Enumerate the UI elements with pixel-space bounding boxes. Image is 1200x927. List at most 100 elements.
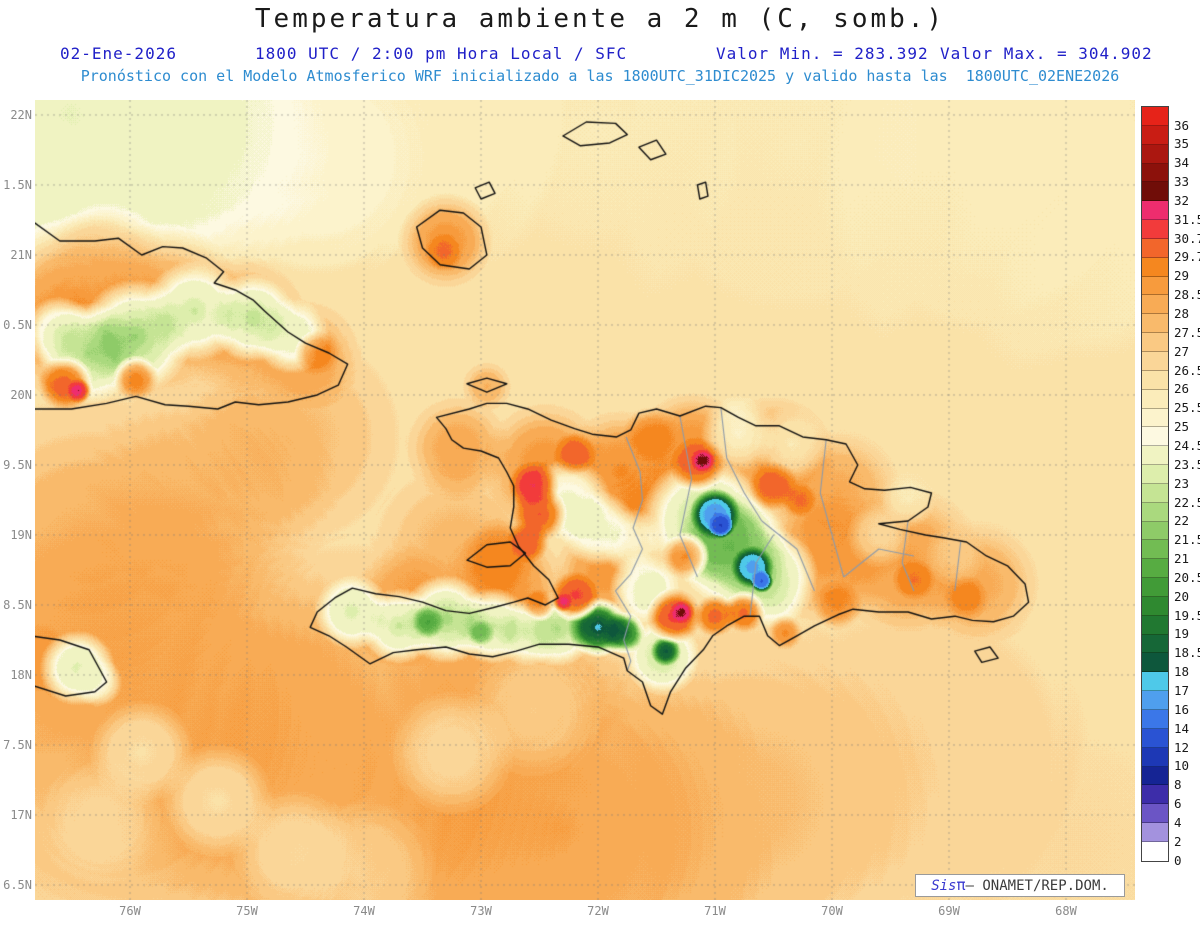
- onamet-logo: Sisπ– ONAMET/REP.DOM.: [915, 874, 1125, 897]
- value-min: Valor Min. = 283.392: [716, 44, 929, 63]
- colorbar-cell: [1142, 823, 1168, 842]
- lon-tick-label: 72W: [587, 904, 609, 918]
- lat-tick-label: 6.5N: [3, 877, 32, 892]
- colorbar-label: 16: [1174, 701, 1190, 717]
- colorbar-cell: [1142, 766, 1168, 786]
- colorbar-cell: [1142, 257, 1168, 277]
- lon-tick-label: 76W: [119, 904, 141, 918]
- colorbar-cell: [1142, 785, 1168, 805]
- forecast-date: 02-Ene-2026: [60, 44, 177, 63]
- lat-tick-label: 0.5N: [3, 317, 32, 332]
- colorbar-label: 18.5: [1174, 645, 1200, 661]
- colorbar-cell: [1142, 465, 1168, 484]
- colorbar-label: 24.5: [1174, 437, 1200, 453]
- lon-tick-label: 70W: [821, 904, 843, 918]
- colorbar-label: 6: [1174, 796, 1182, 812]
- colorbar-label: 22.5: [1174, 494, 1200, 510]
- colorbar-label: 25: [1174, 419, 1190, 435]
- colorbar-label: 28.5: [1174, 287, 1200, 303]
- colorbar-cell: [1142, 107, 1168, 126]
- colorbar-label: 27.5: [1174, 324, 1200, 340]
- colorbar-label: 19.5: [1174, 607, 1200, 623]
- colorbar-cell: [1142, 483, 1168, 503]
- colorbar-cell: [1142, 427, 1168, 447]
- colorbar-cell: [1142, 446, 1168, 466]
- colorbar-label: 26.5: [1174, 362, 1200, 378]
- colorbar-cell: [1142, 333, 1168, 352]
- model-info-line: Pronóstico con el Modelo Atmosferico WRF…: [80, 67, 1120, 85]
- lat-tick-label: 8.5N: [3, 597, 32, 612]
- colorbar-label: 36: [1174, 117, 1190, 133]
- lat-tick-label: 17N: [10, 807, 32, 822]
- colorbar-label: 30.7: [1174, 230, 1200, 246]
- colorbar-cell: [1142, 163, 1168, 183]
- colorbar-cell: [1142, 408, 1168, 428]
- colorbar-cell: [1142, 238, 1168, 258]
- colorbar-label: 35: [1174, 136, 1190, 152]
- colorbar-cell: [1142, 634, 1168, 654]
- onamet-credit: – ONAMET/REP.DOM.: [965, 878, 1109, 894]
- colorbar-label: 10: [1174, 758, 1190, 774]
- colorbar-cell: [1142, 144, 1168, 164]
- lon-tick-label: 74W: [353, 904, 375, 918]
- lon-tick-label: 75W: [236, 904, 258, 918]
- lat-tick-label: 7.5N: [3, 737, 32, 752]
- colorbar-cell: [1142, 389, 1168, 409]
- colorbar-label: 2: [1174, 833, 1182, 849]
- colorbar-label: 21.5: [1174, 532, 1200, 548]
- colorbar-label: 28: [1174, 306, 1190, 321]
- lat-tick-label: 19N: [10, 527, 32, 542]
- colorbar-cell: [1142, 728, 1168, 748]
- colorbar-cell: [1142, 691, 1168, 710]
- lat-tick-label: 20N: [10, 387, 32, 402]
- colorbar-label: 21: [1174, 551, 1190, 567]
- colorbar-label: 32: [1174, 192, 1190, 208]
- colorbar-label: 25.5: [1174, 400, 1200, 416]
- colorbar-cell: [1142, 295, 1168, 315]
- colorbar-cell: [1142, 521, 1168, 541]
- colorbar-cell: [1142, 276, 1168, 296]
- colorbar-cell: [1142, 314, 1168, 334]
- colorbar-cell: [1142, 841, 1168, 861]
- colorbar-cell: [1142, 540, 1168, 560]
- lon-tick-label: 71W: [704, 904, 726, 918]
- colorbar-label: 20: [1174, 588, 1190, 604]
- colorbar-cell: [1142, 653, 1168, 673]
- colorbar-label: 14: [1174, 720, 1190, 736]
- lat-tick-label: 21N: [10, 247, 32, 262]
- colorbar-cell: [1142, 370, 1168, 390]
- colorbar-label: 27: [1174, 343, 1190, 359]
- colorbar-label: 17: [1174, 683, 1190, 698]
- colorbar-label: 34: [1174, 155, 1190, 171]
- lat-tick-label: 18N: [10, 667, 32, 682]
- colorbar-cell: [1142, 559, 1168, 579]
- colorbar-swatch-stack: [1141, 106, 1169, 862]
- colorbar-label: 0: [1174, 852, 1182, 868]
- lat-tick-label: 1.5N: [3, 177, 32, 192]
- colorbar-label: 19: [1174, 626, 1190, 642]
- colorbar-cell: [1142, 804, 1168, 824]
- colorbar-cell: [1142, 615, 1168, 635]
- colorbar-cell: [1142, 502, 1168, 522]
- colorbar-label: 29.7: [1174, 249, 1200, 265]
- colorbar-cell: [1142, 747, 1168, 767]
- colorbar-label: 23: [1174, 475, 1190, 491]
- colorbar-cell: [1142, 351, 1168, 371]
- colorbar-label: 26: [1174, 381, 1190, 397]
- colorbar-label: 31.5: [1174, 211, 1200, 227]
- lat-tick-label: 9.5N: [3, 457, 32, 472]
- colorbar-cell: [1142, 710, 1168, 729]
- lon-tick-label: 73W: [470, 904, 492, 918]
- pi-symbol-icon: π: [956, 876, 966, 894]
- colorbar-label: 18: [1174, 664, 1190, 680]
- colorbar-cell: [1142, 201, 1168, 221]
- forecast-info-line: 02-Ene-2026 1800 UTC / 2:00 pm Hora Loca…: [0, 44, 1200, 64]
- colorbar-cell: [1142, 578, 1168, 597]
- lat-tick-label: 22N: [10, 107, 32, 122]
- temperature-field-canvas: [35, 100, 1135, 900]
- colorbar-label: 4: [1174, 814, 1182, 830]
- value-max: Valor Max. = 304.902: [940, 44, 1153, 63]
- colorbar-label: 8: [1174, 777, 1182, 793]
- lon-tick-label: 68W: [1055, 904, 1077, 918]
